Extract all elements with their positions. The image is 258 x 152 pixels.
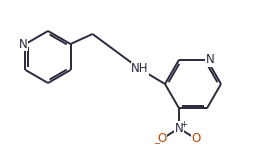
Text: N: N: [19, 38, 28, 50]
Text: O: O: [157, 132, 167, 145]
Text: +: +: [181, 120, 188, 129]
Text: N: N: [175, 122, 183, 135]
Text: O: O: [191, 132, 201, 145]
Text: N: N: [206, 53, 214, 66]
Text: NH: NH: [131, 62, 149, 76]
Text: −: −: [154, 139, 160, 148]
